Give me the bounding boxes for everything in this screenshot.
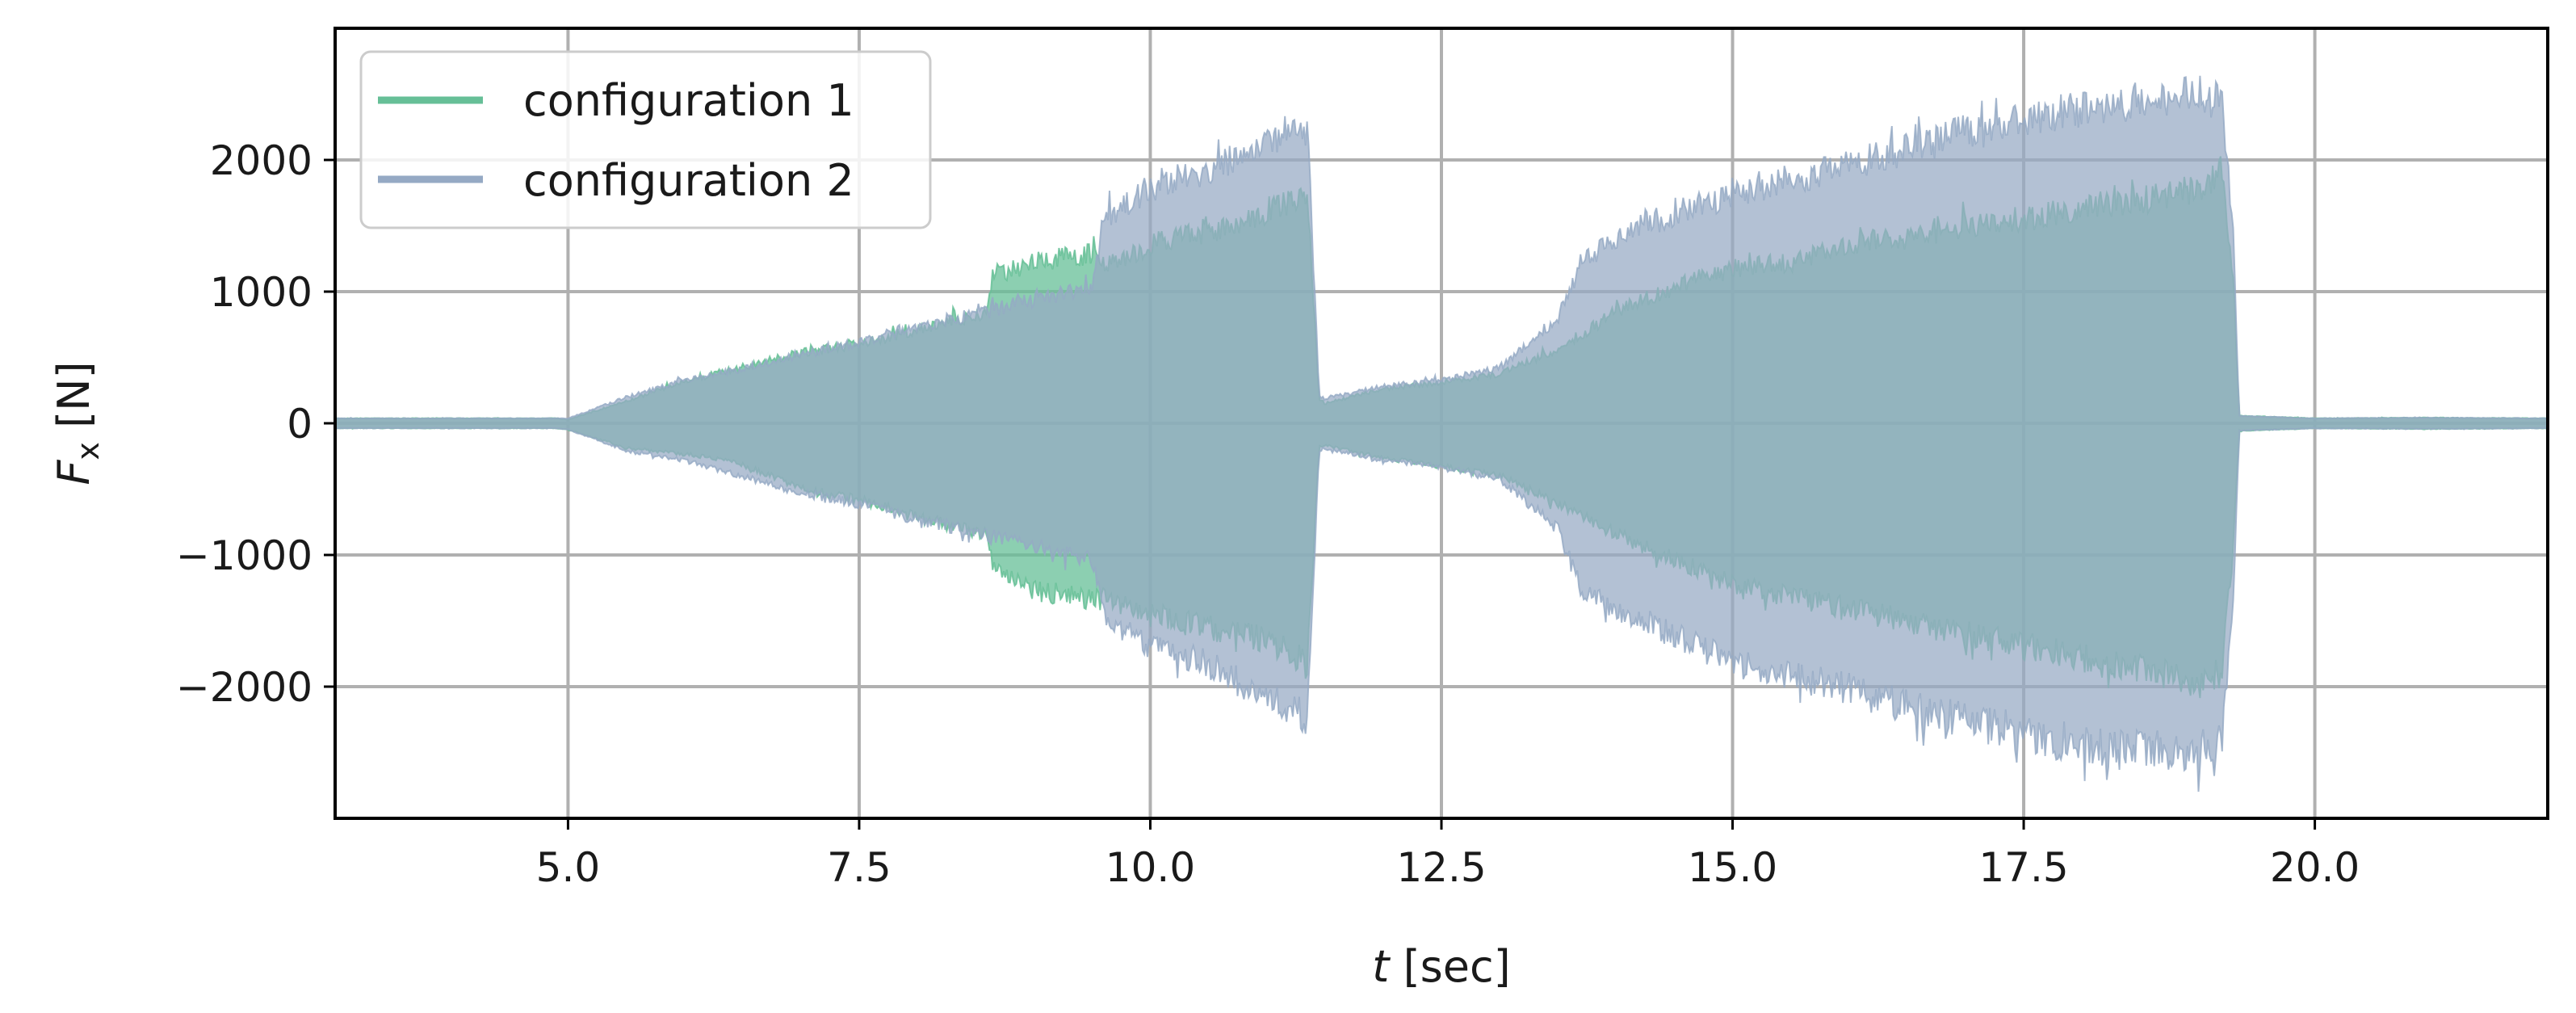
y-tick-label: 0 <box>287 401 313 448</box>
x-axis-label-unit: [sec] <box>1389 941 1510 992</box>
y-axis-ticks: 2000 1000 0 −1000 −2000 <box>176 137 335 711</box>
x-tick-label: 15.0 <box>1688 844 1777 891</box>
series-configuration-2 <box>335 75 2548 792</box>
x-tick-label: 5.0 <box>536 844 601 891</box>
x-tick-label: 10.0 <box>1105 844 1195 891</box>
y-axis-label: Fx [N] <box>48 361 106 485</box>
legend-label-configuration-2: configuration 2 <box>523 155 854 206</box>
x-tick-label: 12.5 <box>1396 844 1486 891</box>
x-tick-label: 20.0 <box>2270 844 2360 891</box>
x-tick-label: 17.5 <box>1978 844 2068 891</box>
y-tick-label: 2000 <box>210 137 313 184</box>
y-axis-label-sub: x <box>70 442 106 460</box>
y-tick-label: −2000 <box>176 664 313 711</box>
y-tick-label: 1000 <box>210 269 313 316</box>
y-axis-label-var: F <box>48 460 99 485</box>
x-axis-label: t [sec] <box>1372 941 1511 992</box>
legend: configuration 1 configuration 2 <box>359 50 932 229</box>
legend-box <box>359 50 932 229</box>
legend-label-configuration-1: configuration 1 <box>523 75 854 126</box>
y-axis-label-unit: [N] <box>48 361 99 442</box>
x-axis-ticks: 5.0 7.5 10.0 12.5 15.0 17.5 20.0 <box>536 818 2360 891</box>
y-tick-label: −1000 <box>176 532 313 579</box>
series-layer <box>335 75 2548 792</box>
x-axis-label-var: t <box>1372 941 1391 992</box>
x-tick-label: 7.5 <box>827 844 892 891</box>
